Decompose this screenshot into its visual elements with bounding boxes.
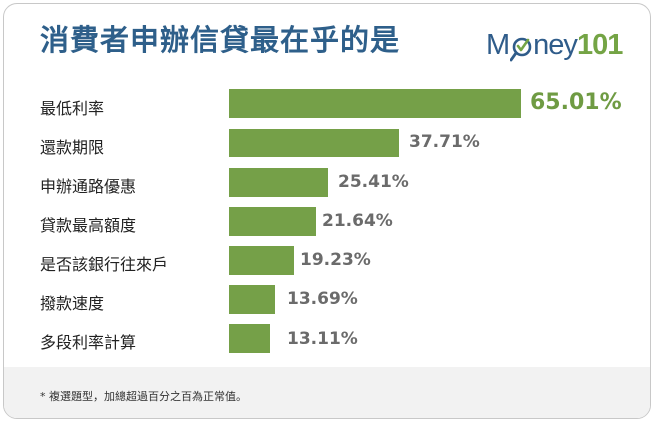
chart-title: 消費者申辦信貸最在乎的是	[40, 23, 401, 57]
bar	[229, 129, 399, 157]
bar	[229, 207, 316, 236]
row-label: 最低利率	[40, 99, 105, 118]
bar-value: 13.69%	[287, 289, 358, 309]
bar	[229, 285, 275, 314]
bar-value: 65.01%	[530, 90, 622, 115]
bar	[229, 324, 270, 353]
money101-logo: M ney 101	[486, 28, 623, 62]
bar	[229, 89, 521, 118]
footnote: * 複選題型，加總超過百分之百為正常值。	[40, 390, 247, 403]
bar	[229, 246, 294, 275]
row-label: 多段利率計算	[40, 333, 137, 352]
bar	[229, 168, 328, 197]
bar-value: 13.11%	[287, 329, 358, 349]
logo-suffix: ney	[533, 28, 578, 61]
bar-value: 19.23%	[300, 250, 371, 270]
footer: * 複選題型，加總超過百分之百為正常值。	[4, 367, 650, 418]
chart-card: 消費者申辦信貸最在乎的是 M ney 101 最低利率 65.01% 還款期限 …	[3, 3, 651, 419]
bar-value: 25.41%	[338, 172, 409, 192]
logo-prefix: M	[486, 28, 510, 61]
row-label: 撥款速度	[40, 294, 105, 313]
bar-value: 21.64%	[322, 211, 393, 231]
row-label: 是否該銀行往來戶	[40, 255, 169, 274]
bar-value: 37.71%	[409, 132, 480, 152]
row-label: 貸款最高額度	[40, 216, 137, 235]
magnifier-check-icon	[510, 34, 532, 62]
row-label: 申辦通路優惠	[40, 177, 137, 196]
row-label: 還款期限	[40, 138, 105, 157]
logo-number: 101	[576, 28, 623, 61]
